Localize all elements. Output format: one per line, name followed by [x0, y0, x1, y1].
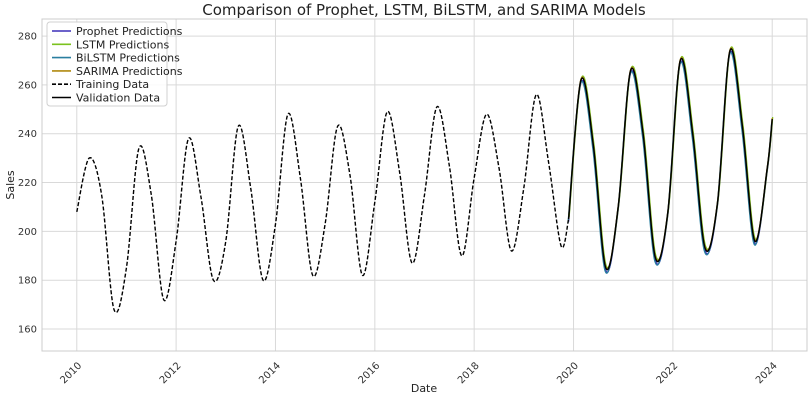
x-axis-label: Date: [411, 382, 438, 395]
x-tick-label: 2020: [555, 360, 581, 386]
legend-label-5: Training Data: [75, 78, 149, 91]
validation-data-line: [567, 48, 773, 271]
x-tick-label: 2018: [456, 360, 482, 386]
y-axis-label: Sales: [4, 170, 17, 200]
series-line-2: [568, 46, 774, 269]
legend-label-1: Prophet Predictions: [76, 25, 183, 38]
legend-label-3: BiLSTM Predictions: [76, 52, 180, 65]
x-tick-label: 2010: [59, 360, 85, 386]
x-tick-label: 2022: [655, 360, 681, 386]
chart-title: Comparison of Prophet, LSTM, BiLSTM, and…: [202, 1, 646, 19]
legend-label-6: Validation Data: [76, 92, 160, 105]
y-tick-label: 200: [18, 227, 37, 238]
y-tick-label: 280: [18, 32, 37, 43]
y-tick-label: 240: [18, 129, 37, 140]
x-tick-label: 2012: [158, 360, 184, 386]
series-line-4: [567, 47, 773, 270]
x-tick-label: 2024: [754, 360, 780, 386]
legend-label-4: SARIMA Predictions: [76, 65, 183, 78]
series-layer: [76, 46, 774, 313]
y-tick-label: 260: [18, 80, 37, 91]
legend-box: [46, 21, 168, 107]
grid: [42, 19, 807, 351]
training-data-line: [76, 93, 570, 313]
x-tick-label: 2014: [257, 360, 283, 386]
y-tick-label: 220: [18, 178, 37, 189]
x-tick-label: 2016: [357, 360, 383, 386]
y-tick-label: 180: [18, 276, 37, 287]
series-line-3: [567, 51, 773, 274]
legend-label-2: LSTM Predictions: [76, 38, 169, 51]
y-tick-label: 160: [18, 325, 37, 336]
plot-frame: [41, 18, 808, 352]
